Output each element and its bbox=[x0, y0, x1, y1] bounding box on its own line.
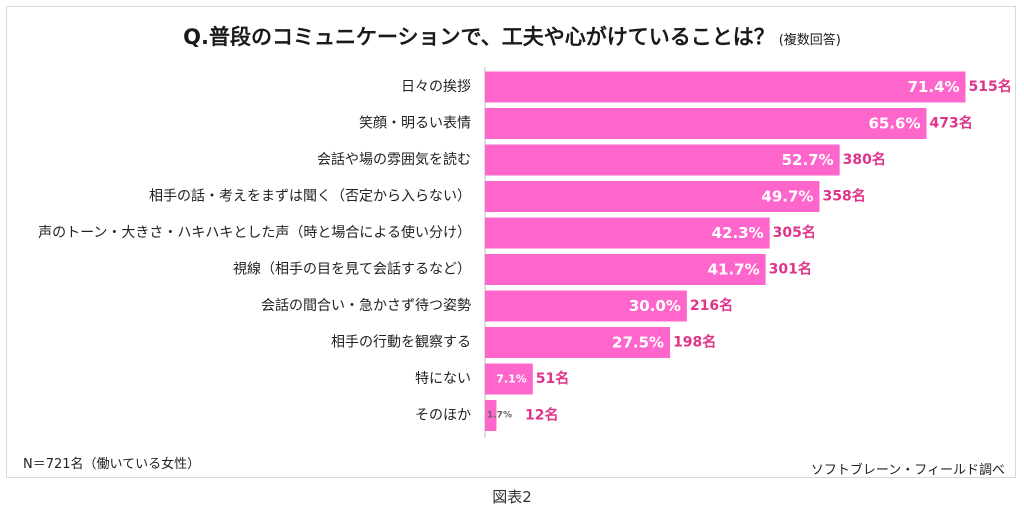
percent-label: 1.7% bbox=[487, 411, 512, 421]
percent-label: 42.3% bbox=[712, 224, 764, 242]
category-label: 相手の話・考えをまずは聞く（否定から入らない） bbox=[149, 188, 471, 205]
category-label: 声のトーン・大きさ・ハキハキとした声（時と場合による使い分け） bbox=[38, 224, 471, 241]
percent-label: 52.7% bbox=[782, 151, 834, 169]
count-label: 515名 bbox=[969, 78, 1012, 95]
figure-caption: 図表2 bbox=[492, 488, 532, 506]
category-label: 特にない bbox=[415, 371, 471, 387]
count-label: 51名 bbox=[536, 370, 569, 387]
source-credit: ソフトブレーン・フィールド調べ bbox=[810, 463, 1005, 478]
count-label: 358名 bbox=[822, 188, 865, 205]
bar bbox=[485, 363, 533, 395]
count-label: 216名 bbox=[690, 297, 733, 314]
category-label: 会話や場の雰囲気を読む bbox=[317, 151, 471, 168]
percent-label: 7.1% bbox=[496, 373, 527, 386]
bar bbox=[485, 290, 687, 322]
count-label: 198名 bbox=[673, 334, 716, 351]
percent-label: 65.6% bbox=[868, 115, 920, 133]
percent-label: 71.4% bbox=[907, 78, 959, 96]
percent-label: 49.7% bbox=[761, 188, 813, 206]
bar bbox=[485, 108, 927, 139]
count-label: 305名 bbox=[773, 224, 816, 241]
bar bbox=[485, 327, 671, 358]
sample-note: N＝721名（働いている女性） bbox=[23, 457, 201, 472]
category-label: 会話の間合い・急かさず待つ姿勢 bbox=[261, 297, 471, 314]
category-label: そのほか bbox=[415, 408, 471, 424]
category-label: 相手の行動を観察する bbox=[331, 334, 471, 351]
chart-subtitle: (複数回答) bbox=[778, 33, 841, 48]
bar bbox=[485, 254, 766, 285]
count-label: 301名 bbox=[769, 261, 812, 278]
bar bbox=[485, 71, 966, 103]
chart-frame: Q.普段のコミュニケーションで、工夫や心がけていることは？ (複数回答) 日々の挨… bbox=[6, 6, 1016, 478]
category-label: 視線（相手の目を見て会話するなど） bbox=[233, 261, 471, 278]
count-label: 380名 bbox=[843, 151, 886, 168]
percent-label: 41.7% bbox=[708, 261, 760, 279]
count-label: 12名 bbox=[525, 407, 558, 424]
count-label: 473名 bbox=[929, 115, 972, 132]
title-text: Q.普段のコミュニケーションで、工夫や心がけていることは？ bbox=[183, 25, 775, 49]
chart-title: Q.普段のコミュニケーションで、工夫や心がけていることは？ (複数回答) bbox=[7, 21, 1017, 51]
bar bbox=[485, 181, 820, 212]
bar bbox=[485, 400, 497, 431]
bar bbox=[485, 144, 840, 176]
category-label: 笑顔・明るい表情 bbox=[359, 116, 471, 132]
bar bbox=[485, 217, 770, 249]
percent-label: 27.5% bbox=[612, 334, 664, 352]
category-label: 日々の挨拶 bbox=[401, 79, 471, 95]
percent-label: 30.0% bbox=[629, 297, 681, 315]
